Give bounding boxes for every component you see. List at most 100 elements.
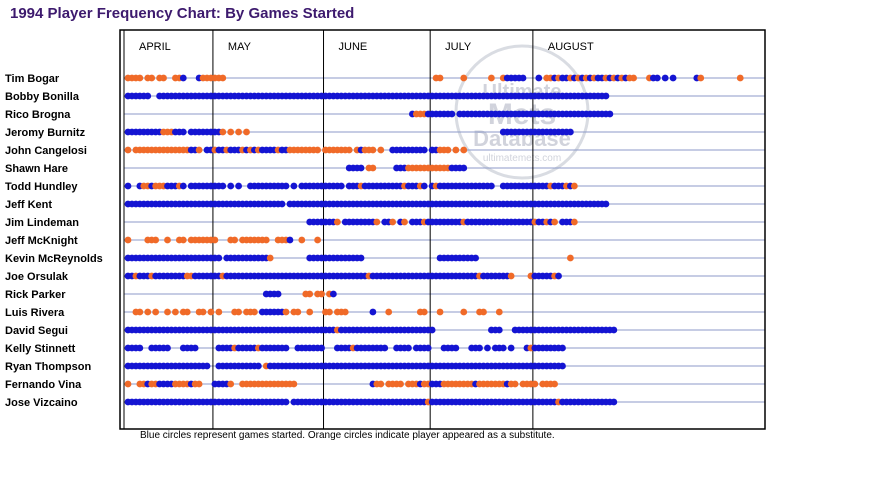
game-started-dot (330, 290, 337, 298)
game-substitute-dot (570, 218, 578, 226)
game-substitute-dot (195, 146, 203, 154)
player-label: Jim Lindeman (5, 217, 79, 229)
game-substitute-dot (345, 146, 353, 154)
game-substitute-dot (148, 74, 156, 82)
game-substitute-dot (420, 308, 428, 316)
game-started-dot (567, 128, 574, 136)
game-substitute-dot (570, 182, 578, 190)
game-started-dot (559, 344, 566, 352)
month-label-july: JULY (445, 41, 472, 53)
game-substitute-dot (219, 74, 227, 82)
player-label: Rico Brogna (5, 109, 71, 121)
game-started-dot (606, 110, 614, 118)
game-substitute-dot (266, 254, 274, 262)
game-started-dot (274, 290, 282, 298)
month-label-may: MAY (228, 41, 252, 53)
game-started-dot (452, 344, 460, 352)
game-started-dot (254, 362, 262, 370)
game-substitute-dot (385, 308, 393, 316)
game-substitute-dot (511, 380, 519, 388)
player-label: Bobby Bonilla (5, 91, 80, 103)
game-substitute-dot (436, 74, 444, 82)
game-started-dot (337, 182, 345, 190)
game-started-dot (191, 344, 199, 352)
game-substitute-dot (341, 308, 349, 316)
game-substitute-dot (531, 380, 539, 388)
player-label: Rick Parker (5, 289, 66, 301)
player-label: Kelly Stinnett (5, 343, 76, 355)
game-started-dot (602, 200, 610, 208)
game-started-dot (428, 326, 436, 334)
game-started-dot (661, 74, 669, 82)
game-substitute-dot (318, 290, 325, 298)
game-started-dot (555, 272, 562, 280)
player-label: Joe Orsulak (5, 271, 69, 283)
game-substitute-dot (211, 236, 219, 244)
game-substitute-dot (262, 236, 270, 244)
game-substitute-dot (460, 146, 468, 154)
legend-caption: Blue circles represent games started. Or… (140, 430, 555, 441)
game-substitute-dot (306, 290, 314, 298)
game-started-dot (610, 326, 618, 334)
game-substitute-dot (136, 74, 144, 82)
game-started-dot (215, 254, 223, 262)
player-rows: Tim Bogar Bobby Bonilla Rico Brogna Jeromy … (5, 73, 765, 409)
game-started-dot (519, 74, 527, 82)
game-started-dot (610, 398, 618, 406)
game-substitute-dot (136, 308, 144, 316)
game-started-dot (405, 344, 412, 352)
player-label: John Cangelosi (5, 145, 87, 157)
game-started-dot (357, 254, 365, 262)
game-started-dot (535, 74, 543, 82)
game-substitute-dot (195, 380, 203, 388)
game-substitute-dot (227, 128, 235, 136)
game-substitute-dot (152, 308, 160, 316)
game-started-dot (381, 344, 389, 352)
game-started-dot (235, 182, 243, 190)
game-started-dot (669, 74, 677, 82)
game-substitute-dot (436, 308, 444, 316)
game-substitute-dot (326, 308, 333, 316)
player-label: Kevin McReynolds (5, 253, 103, 265)
game-substitute-dot (333, 218, 341, 226)
game-substitute-dot (251, 308, 258, 316)
game-substitute-dot (507, 272, 515, 280)
game-substitute-dot (183, 308, 191, 316)
game-substitute-dot (124, 146, 132, 154)
player-label: Jeff McKnight (5, 235, 78, 247)
game-substitute-dot (207, 308, 215, 316)
player-label: Tim Bogar (5, 73, 60, 85)
game-substitute-dot (397, 380, 404, 388)
player-label: Todd Hundley (5, 181, 78, 193)
game-started-dot (559, 362, 566, 370)
game-started-dot (420, 146, 428, 154)
game-substitute-dot (282, 308, 290, 316)
game-started-dot (460, 164, 468, 172)
game-started-dot (282, 398, 290, 406)
game-substitute-dot (480, 308, 487, 316)
game-started-dot (282, 344, 290, 352)
plot-border (119, 29, 766, 430)
game-started-dot (179, 182, 187, 190)
game-substitute-dot (160, 74, 167, 82)
game-started-dot (136, 344, 144, 352)
game-substitute-dot (172, 308, 179, 316)
game-started-dot (219, 182, 227, 190)
game-substitute-dot (179, 236, 187, 244)
game-substitute-dot (124, 380, 132, 388)
game-substitute-dot (219, 128, 227, 136)
game-substitute-dot (444, 146, 452, 154)
game-substitute-dot (164, 308, 171, 316)
month-label-april: APRIL (139, 41, 171, 53)
game-started-dot (290, 182, 298, 190)
player-label: Jose Vizcaino (5, 397, 78, 409)
game-started-dot (278, 200, 286, 208)
game-started-dot (420, 182, 428, 190)
player-label: Luis Rivera (5, 307, 65, 319)
game-started-dot (227, 182, 235, 190)
game-substitute-dot (314, 146, 321, 154)
game-started-dot (357, 164, 365, 172)
player-label: Ryan Thompson (5, 361, 91, 373)
game-substitute-dot (231, 236, 239, 244)
game-started-dot (369, 308, 377, 316)
